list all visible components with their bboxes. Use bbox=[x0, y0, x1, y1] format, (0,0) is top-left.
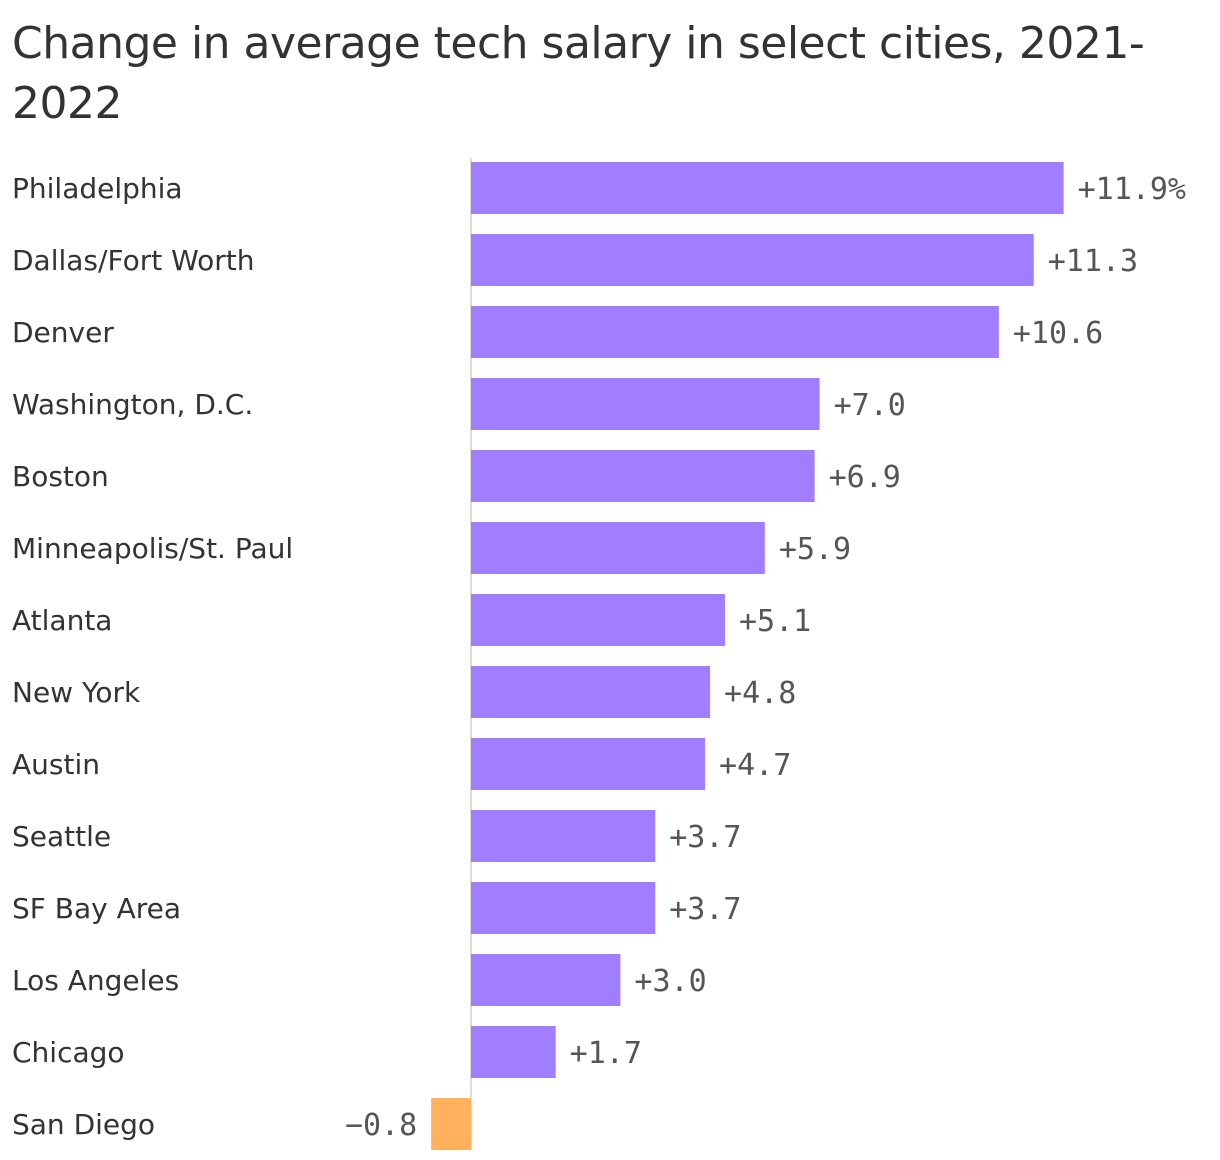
bar bbox=[471, 162, 1064, 214]
value-label: +5.1 bbox=[739, 604, 811, 639]
bar bbox=[471, 234, 1034, 286]
category-label: Boston bbox=[12, 460, 109, 493]
bar bbox=[471, 954, 621, 1006]
value-label: +3.7 bbox=[669, 892, 741, 927]
value-label: +3.0 bbox=[634, 964, 706, 999]
bar bbox=[471, 522, 765, 574]
bar bbox=[471, 738, 706, 790]
bar bbox=[471, 666, 711, 718]
bar bbox=[471, 378, 820, 430]
value-label: +5.9 bbox=[779, 532, 851, 567]
category-label: Seattle bbox=[12, 820, 111, 853]
category-label: SF Bay Area bbox=[12, 892, 181, 925]
value-label: +4.8 bbox=[724, 676, 796, 711]
value-label: −0.8 bbox=[345, 1108, 417, 1143]
chart-title: Change in average tech salary in select … bbox=[12, 18, 1145, 129]
category-label: San Diego bbox=[12, 1108, 155, 1141]
value-label: +7.0 bbox=[834, 388, 906, 423]
bar bbox=[431, 1098, 471, 1150]
value-label: +11.9% bbox=[1078, 172, 1186, 207]
category-label: Philadelphia bbox=[12, 172, 183, 205]
category-label: New York bbox=[12, 676, 141, 709]
category-label: Minneapolis/St. Paul bbox=[12, 532, 293, 565]
category-label: Atlanta bbox=[12, 604, 112, 637]
bar bbox=[471, 810, 656, 862]
category-label: Chicago bbox=[12, 1036, 125, 1069]
category-label: Washington, D.C. bbox=[12, 388, 253, 421]
value-label: +10.6 bbox=[1013, 316, 1103, 351]
value-label: +3.7 bbox=[669, 820, 741, 855]
value-label: +1.7 bbox=[570, 1036, 642, 1071]
bar bbox=[471, 594, 725, 646]
value-label: +6.9 bbox=[829, 460, 901, 495]
bar bbox=[471, 306, 999, 358]
bar bbox=[471, 1026, 556, 1078]
value-label: +11.3 bbox=[1048, 244, 1138, 279]
bar bbox=[471, 450, 815, 502]
category-label: Dallas/Fort Worth bbox=[12, 244, 255, 277]
category-label: Austin bbox=[12, 748, 100, 781]
category-label: Los Angeles bbox=[12, 964, 179, 997]
category-label: Denver bbox=[12, 316, 114, 349]
bar bbox=[471, 882, 656, 934]
value-label: +4.7 bbox=[719, 748, 791, 783]
